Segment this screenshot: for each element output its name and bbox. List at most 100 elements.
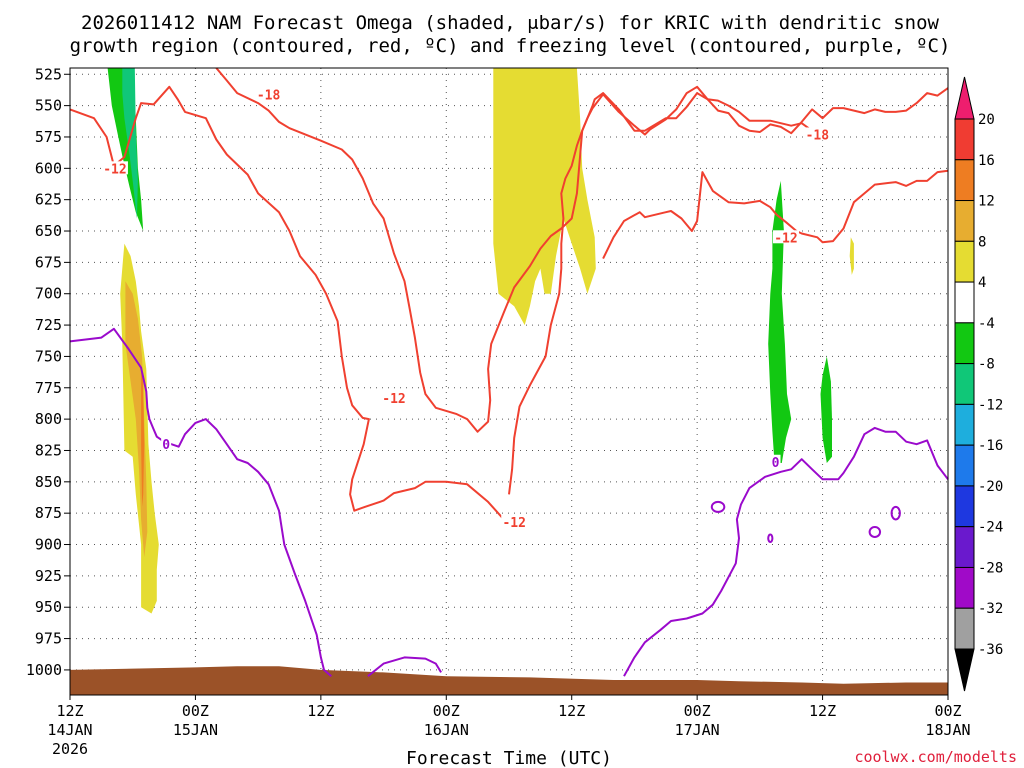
colorbar-box xyxy=(954,403,975,446)
dgz-right-lower xyxy=(602,169,949,260)
colorbar-label: 16 xyxy=(978,153,995,169)
colorbar-box xyxy=(954,526,975,568)
dgz-right-upper xyxy=(508,85,949,495)
colorbar-box xyxy=(954,281,975,324)
contour-label: 0 xyxy=(772,456,780,471)
frz-island-3 xyxy=(890,505,901,521)
colorbar-label: 20 xyxy=(978,112,995,128)
colorbar-label: -20 xyxy=(978,479,1003,495)
y-tick-label: 800 xyxy=(35,410,62,428)
colorbar-label: -16 xyxy=(978,438,1003,454)
y-tick-label: 725 xyxy=(35,316,62,334)
y-tick-label: 925 xyxy=(35,567,62,585)
freezing-level-right xyxy=(623,426,949,677)
x-tick-label: 12Z xyxy=(56,702,83,720)
y-tick-label: 750 xyxy=(35,347,62,365)
x-tick-label: 16JAN xyxy=(424,721,469,739)
contour-label: -12 xyxy=(502,516,525,531)
colorbar-label: 8 xyxy=(978,234,986,250)
x-tick-label: 2026 xyxy=(52,740,88,758)
frz-island-4 xyxy=(767,533,774,544)
freezing-level-bottom xyxy=(367,656,442,677)
contour-label-bg xyxy=(255,87,282,101)
contour-label-bg xyxy=(770,454,781,468)
colorbar-label: -36 xyxy=(978,642,1003,658)
x-tick-label: 00Z xyxy=(684,702,711,720)
contour-label-bg xyxy=(772,230,799,244)
colorbar-label: -32 xyxy=(978,601,1003,617)
x-tick-label: 00Z xyxy=(433,702,460,720)
x-tick-label: 12Z xyxy=(809,702,836,720)
x-tick-label: 17JAN xyxy=(675,721,720,739)
colorbar-box xyxy=(954,200,975,242)
y-tick-label: 1000 xyxy=(26,661,62,679)
contour-lines xyxy=(69,67,949,677)
y-tick-label: 675 xyxy=(35,253,62,271)
y-tick-label: 550 xyxy=(35,97,62,115)
colorbar-label: -4 xyxy=(978,316,995,332)
colorbar-box xyxy=(954,322,975,365)
contour-label-bg xyxy=(381,390,408,404)
plot-area: -18 -12 -12 -12 -18 -12 0 0 xyxy=(69,67,949,696)
title-line-1: 2026011412 NAM Forecast Omega (shaded, μ… xyxy=(81,12,939,34)
contour-labels: -18 -12 -12 -12 -18 -12 0 0 xyxy=(101,87,831,531)
colorbar-bottom-arrow xyxy=(954,648,975,692)
title-line-2: growth region (contoured, red, ºC) and f… xyxy=(70,35,951,57)
y-tick-label: 825 xyxy=(35,441,62,459)
contour-label: -12 xyxy=(382,392,405,407)
y-tick-label: 950 xyxy=(35,598,62,616)
frz-island-1 xyxy=(710,500,726,513)
x-tick-label: 18JAN xyxy=(925,721,970,739)
colorbar-box xyxy=(954,485,975,528)
colorbar-label: 12 xyxy=(978,194,995,210)
y-tick-label: 575 xyxy=(35,128,62,146)
omega-neg-upper-teal xyxy=(122,68,138,219)
frz-island-2 xyxy=(868,525,882,538)
dgz-upper-left xyxy=(69,85,505,521)
omega-pos-yellow-mid xyxy=(493,68,596,326)
contour-label-bg xyxy=(501,514,528,528)
contour-label: -18 xyxy=(257,88,281,103)
terrain-fill xyxy=(70,666,948,695)
x-axis-label: Forecast Time (UTC) xyxy=(406,748,612,768)
omega-shading xyxy=(107,68,854,614)
contour-label: -12 xyxy=(774,231,797,246)
omega-neg-green-right1 xyxy=(768,180,792,463)
x-tick-label: 00Z xyxy=(934,702,961,720)
terrain-surface xyxy=(70,666,948,695)
contour-label-bg xyxy=(101,161,128,175)
colorbar-box xyxy=(954,444,975,487)
contour-label: -18 xyxy=(806,128,830,143)
omega-pos-yellow-small xyxy=(849,237,854,275)
colorbar-box xyxy=(954,159,975,202)
plot-border xyxy=(69,67,949,696)
colorbar-label: -12 xyxy=(978,397,1003,413)
contour-label-bg xyxy=(804,127,831,141)
colorbar-box xyxy=(954,240,975,283)
x-tick-label: 12Z xyxy=(307,702,334,720)
contour-label: -12 xyxy=(103,162,126,177)
colorbar-box xyxy=(954,566,975,609)
x-tick-label: 14JAN xyxy=(47,721,92,739)
y-tick-label: 700 xyxy=(35,285,62,303)
x-tick-label: 12Z xyxy=(558,702,585,720)
credit-text: coolwx.com/modelts xyxy=(854,748,1017,766)
contour-label: 0 xyxy=(162,438,170,453)
y-tick-label: 875 xyxy=(35,504,62,522)
colorbar-box xyxy=(954,607,975,650)
colorbar-label: -8 xyxy=(978,357,995,373)
y-axis-ticks: 525 550 575 600 625 650 675 700 725 750 775 800 825 8… xyxy=(26,65,70,679)
contour-label-bg xyxy=(161,437,172,451)
colorbar-label: -24 xyxy=(978,520,1003,536)
y-tick-label: 600 xyxy=(35,159,62,177)
y-tick-label: 525 xyxy=(35,65,62,83)
omega-neg-green-right2 xyxy=(820,356,832,463)
x-tick-label: 15JAN xyxy=(173,721,218,739)
dgz-lower-left xyxy=(215,67,829,433)
colorbar-box xyxy=(954,118,975,161)
colorbar-label: 4 xyxy=(978,275,986,291)
x-tick-label: 00Z xyxy=(182,702,209,720)
colorbar-box xyxy=(954,363,975,405)
